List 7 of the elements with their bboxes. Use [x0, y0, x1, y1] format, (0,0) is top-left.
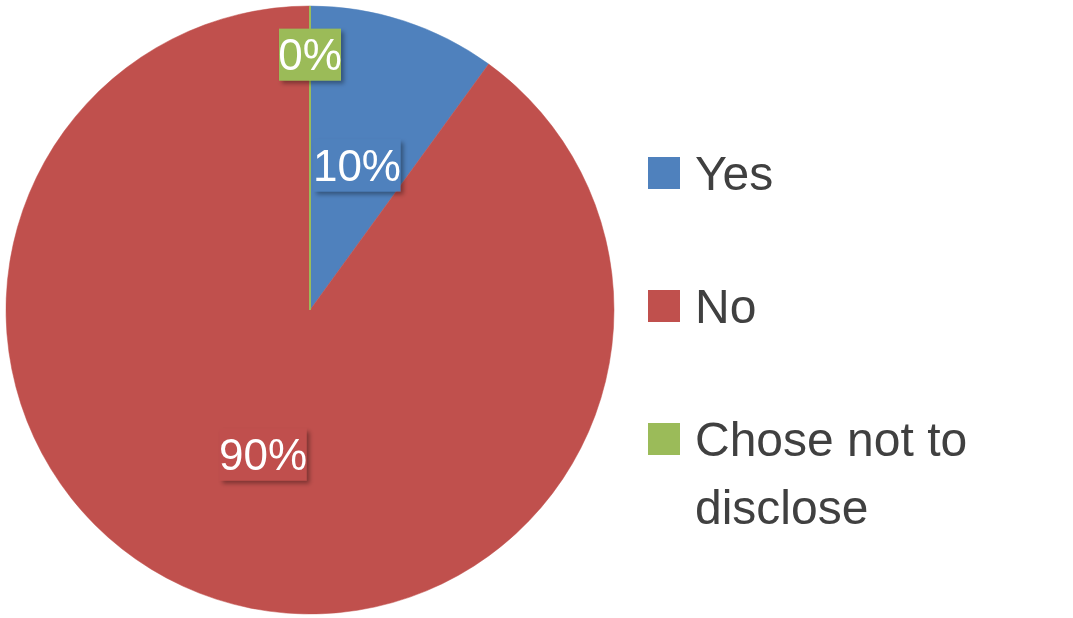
- legend-label: No: [695, 279, 757, 333]
- legend-label: Chose not to disclose: [695, 412, 968, 534]
- legend-label: Yes: [695, 146, 774, 200]
- pie-slice: [5, 5, 614, 614]
- text: 0%: [278, 30, 342, 80]
- data-label: 10%: [312, 140, 402, 190]
- data-label: 90%: [218, 430, 308, 480]
